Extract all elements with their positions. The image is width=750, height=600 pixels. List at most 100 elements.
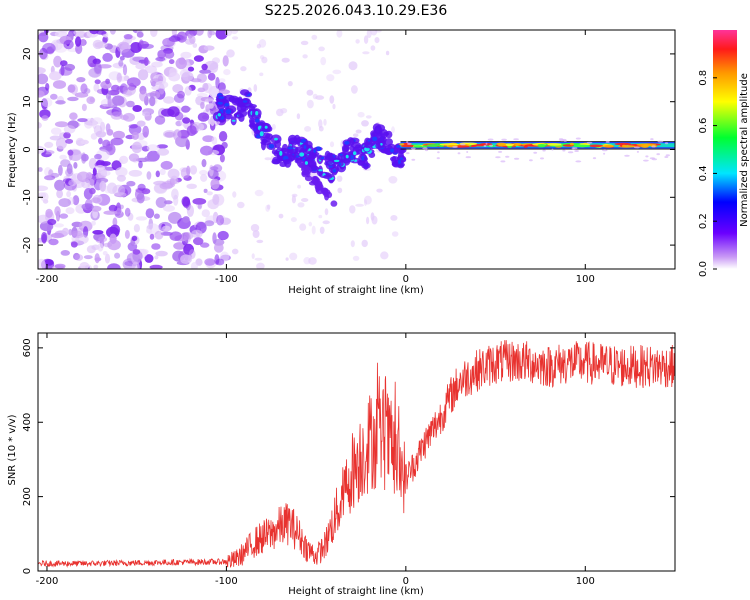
spectrogram-noise-blob [212,232,217,244]
spectrogram-noise-blob [160,160,173,170]
spectrogram-noise-blob [60,159,71,168]
spectrogram-noise-blob [63,39,74,50]
spectrogram-faint-blob [370,30,378,36]
spectrogram-faint-blob [299,223,307,231]
spectrogram-noise-blob [149,96,156,107]
spectrogram-speck [405,152,410,155]
spectrogram-faint-blob [256,239,264,244]
spectrogram-noise-blob [150,30,158,38]
spectrogram-noise-blob [200,96,215,102]
spectrogram-noise-blob [55,100,66,105]
spectrogram-noise-blob [98,137,103,145]
spectrogram-speck [562,149,566,152]
spectrogram-y-ticks: -20 -10 0 10 20 [22,48,675,253]
spectrogram-noise-blob [63,125,76,134]
spectrogram-noise-blob [142,125,149,138]
spectrogram-noise-blob [155,80,169,89]
spectrogram-noise-blob [122,84,136,96]
spectrogram-noise-blob [49,71,62,81]
spectrogram-noise-blob [210,178,220,190]
spectrogram-faint-blob [253,84,258,92]
spectrogram-speck [485,142,488,145]
spectrogram-band-peak [512,143,523,146]
spectrogram-speck [574,150,579,152]
spectrogram-faint-blob [315,95,325,100]
spectrogram-faint-blob [391,231,399,237]
spectrogram-noise-blob [115,167,128,177]
spectrogram-band-peak [496,142,507,146]
spectrogram-signal-blob [372,130,383,137]
spectrogram-noise-blob [74,92,89,98]
spectrogram-noise-blob [38,67,46,74]
spectrogram-signal-core [345,154,349,159]
spectrogram-noise-blob [219,154,225,163]
spectrogram-noise-blob [106,129,114,136]
spectrogram-faint-blob [281,57,290,63]
spectrogram-noise-blob [70,241,78,248]
spectrogram-noise-blob [44,175,56,181]
spectrogram-faint-blob [250,224,260,232]
colorbar-tick-label: 0.0 [698,261,709,277]
spectrogram-signal-core [361,155,365,161]
spectrogram-faint-blob [226,49,235,58]
spectrogram-faint-blob [361,120,369,127]
spectrogram-noise-blob [70,84,78,95]
spectrogram-faint-blob [385,50,390,56]
spectrogram-branch-blob [312,178,318,186]
spectrogram-noise-blob [116,72,123,83]
spectrogram-speck [551,148,554,151]
spectrogram-noise-blob [38,185,49,192]
spectrogram-noise-blob [67,149,74,156]
spectrogram-noise-blob [132,249,141,255]
spectrogram-faint-blob [319,226,325,234]
spectrogram-noise-blob [164,50,175,59]
spectrogram-noise-blob [104,253,111,264]
spectrogram-noise-blob [119,204,124,210]
spectrogram-noise-blob [142,111,151,117]
spectrogram-signal-core [231,119,236,122]
y-tick-label: 0 [22,568,33,574]
x-tick-label: 0 [403,274,409,285]
spectrogram-noise-blob [54,121,69,128]
x-tick-label: 100 [576,576,595,587]
spectrogram-faint-blob [291,193,298,198]
spectrogram-faint-blob [237,201,245,209]
spectrogram-signal-core [318,169,323,172]
spectrogram-noise-blob [93,264,99,269]
spectrogram-faint-blob [363,35,369,44]
spectrogram-noise-blob [154,115,166,125]
spectrogram-noise-blob [181,106,192,111]
spectrogram-signal-core [390,148,395,153]
y-tick-label: 400 [22,413,33,432]
spectrogram-noise-blob [75,36,82,47]
spectrogram-signal-blob [383,131,390,136]
spectrogram-noise-blob [189,30,198,36]
spectrogram-noise-blob [65,138,74,144]
spectrogram-noise-blob [144,65,157,74]
spectrogram-noise-blob [181,196,191,207]
y-tick-label: 600 [22,338,33,357]
spectrogram-noise-blob [180,51,192,59]
spectrogram-band-peak [614,142,632,146]
spectrogram-noise-blob [171,188,179,200]
snr-x-ticks: -200 -100 0 100 [36,333,595,587]
spectrogram-noise-blob [94,153,102,160]
spectrogram-noise-blob [155,170,160,178]
spectrogram-faint-blob [307,99,314,109]
spectrogram-noise-blob [180,254,192,264]
spectrogram-branch-blob [304,175,313,182]
spectrogram-noise-blob [86,172,93,180]
spectrogram-speck [636,150,640,153]
spectrogram-noise-blob [200,101,205,110]
spectrogram-noise-blob [81,203,94,211]
spectrogram-noise-blob [184,86,192,96]
spectrogram-noise-blob [88,157,98,170]
spectrogram-noise-blob [119,155,129,164]
spectrogram-band-peak [505,143,514,147]
spectrogram-noise-blob [191,229,203,239]
spectrogram-noise-blob [93,83,100,92]
spectrogram-signal-core [299,152,305,157]
spectrogram-noise-blob [47,218,57,226]
